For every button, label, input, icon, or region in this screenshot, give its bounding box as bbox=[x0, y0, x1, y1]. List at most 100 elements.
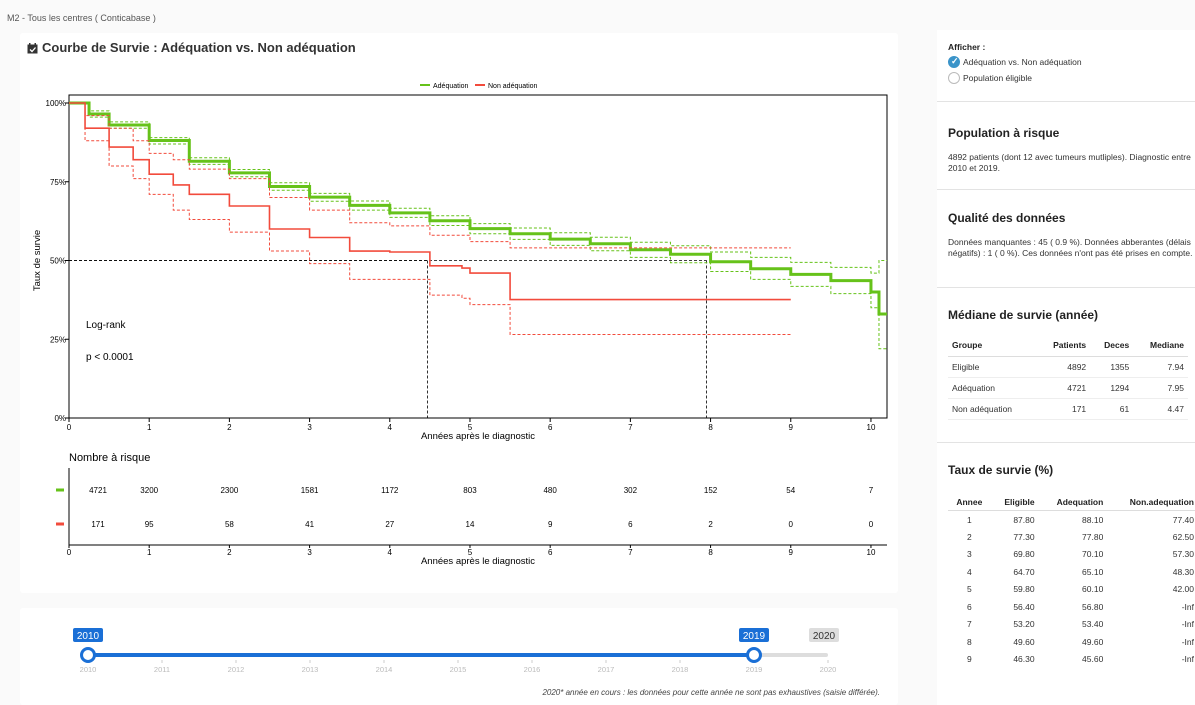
table-row: 5 59.80 60.10 42.00 bbox=[948, 581, 1195, 599]
slider-note: 2020* année en cours : les données pour … bbox=[542, 688, 880, 697]
slider-max-bubble bbox=[809, 628, 839, 642]
risk-x-tick-label: 10 bbox=[867, 548, 876, 557]
x-tick-label: 9 bbox=[789, 423, 794, 432]
median-header-cell: Mediane bbox=[1149, 340, 1184, 351]
slider-from-bubble bbox=[73, 628, 103, 642]
pvalue-label: p < 0.0001 bbox=[86, 352, 134, 363]
ci-lower-line bbox=[69, 102, 791, 336]
median-cell: 4892 bbox=[1067, 361, 1087, 372]
survival-curve-line bbox=[69, 102, 791, 301]
rate-cell: 56.80 bbox=[1082, 601, 1104, 612]
rate-cell: -Inf bbox=[1181, 654, 1194, 665]
survival-rate-table: Annee Eligible Adequation Non.adequation 1 8… bbox=[948, 493, 1195, 668]
x-tick-label: 0 bbox=[67, 423, 72, 432]
risk-x-tick-label: 9 bbox=[789, 548, 794, 557]
risk-x-tick-label: 4 bbox=[388, 548, 393, 557]
rate-title: Taux de survie (%) bbox=[948, 463, 1054, 477]
slider-tick-label: 2019 bbox=[746, 665, 763, 674]
slider-tick-label: 2016 bbox=[524, 665, 541, 674]
radio-population[interactable]: Population éligible bbox=[948, 72, 1032, 84]
year-range-slider[interactable]: 2010 2011 2012 2013 2014 2015 2016 2017 2018 2019… bbox=[0, 0, 900, 705]
median-cell: Eligible bbox=[952, 361, 980, 372]
slider-to-bubble-label: 2019 bbox=[743, 631, 766, 642]
rate-cell: -Inf bbox=[1181, 636, 1194, 647]
rate-header-cell: Adequation bbox=[1056, 496, 1104, 507]
risk-count: 0 bbox=[789, 520, 794, 529]
table-row: 4 64.70 65.10 48.30 bbox=[948, 563, 1195, 581]
breadcrumb: M2 - Tous les centres ( Conticabase ) bbox=[7, 13, 156, 23]
quality-block: Qualité des données Données manquantes :… bbox=[937, 190, 1195, 288]
risk-count: 95 bbox=[145, 520, 154, 529]
risk-count: 3200 bbox=[140, 486, 158, 495]
sidebar: Afficher : Adéquation vs. Non adéquation… bbox=[937, 30, 1195, 705]
chart-title-text: Courbe de Survie : Adéquation vs. Non ad… bbox=[42, 40, 356, 55]
risk-count: 0 bbox=[869, 520, 874, 529]
radio-unchecked-icon[interactable] bbox=[948, 72, 960, 84]
table-row: Eligible 4892 1355 7.94 bbox=[948, 356, 1188, 377]
median-header-cell: Groupe bbox=[952, 340, 983, 351]
rate-cell: 4 bbox=[966, 566, 972, 577]
table-row: 2 77.30 77.80 62.50 bbox=[948, 528, 1195, 546]
risk-x-tick-label: 3 bbox=[307, 548, 312, 557]
rate-cell: 6 bbox=[966, 601, 972, 612]
radio-adequation[interactable]: Adéquation vs. Non adéquation bbox=[948, 56, 1082, 68]
risk-count: 9 bbox=[548, 520, 553, 529]
rate-header-cell: Annee bbox=[956, 496, 983, 507]
risk-count: 171 bbox=[91, 520, 105, 529]
rate-cell: 64.70 bbox=[1013, 566, 1035, 577]
slider-to-bubble bbox=[739, 628, 769, 642]
chart-panel bbox=[20, 33, 898, 593]
median-header-cell: Patients bbox=[1053, 340, 1087, 351]
median-block: Médiane de survie (année) bbox=[937, 288, 1195, 443]
population-block: Population à risque 4892 patients (dont … bbox=[937, 102, 1195, 190]
slider-handle[interactable] bbox=[80, 647, 96, 663]
y-axis-label: Taux de survie bbox=[32, 230, 43, 291]
y-tick-label: 25% bbox=[50, 335, 66, 344]
rate-cell: 45.60 bbox=[1082, 654, 1104, 665]
risk-x-tick-label: 0 bbox=[67, 548, 72, 557]
rate-cell: 3 bbox=[966, 549, 972, 560]
calendar-check-icon bbox=[27, 42, 38, 54]
table-row: Non adéquation 171 61 4.47 bbox=[948, 398, 1188, 419]
rate-header-cell: Eligible bbox=[1004, 496, 1035, 507]
rate-cell: 7 bbox=[966, 619, 972, 630]
quality-title: Qualité des données bbox=[948, 211, 1066, 225]
population-title: Population à risque bbox=[948, 126, 1060, 140]
rate-cell: 88.10 bbox=[1082, 514, 1104, 525]
slider-tick-label: 2014 bbox=[376, 665, 393, 674]
population-text: 4892 patients (dont 12 avec tumeurs mutl… bbox=[948, 152, 1191, 173]
median-cell: 1355 bbox=[1110, 361, 1130, 372]
slider-tick-label: 2015 bbox=[450, 665, 467, 674]
x-axis-label: Années après le diagnostic bbox=[421, 431, 535, 442]
chart-title: Courbe de Survie : Adéquation vs. Non ad… bbox=[27, 40, 356, 55]
rate-cell: 65.10 bbox=[1082, 566, 1104, 577]
risk-x-tick-label: 1 bbox=[147, 548, 152, 557]
slider-handle[interactable] bbox=[746, 647, 762, 663]
risk-x-axis-label: Années après le diagnostic bbox=[421, 556, 535, 567]
risk-x-tick-label: 5 bbox=[468, 548, 473, 557]
risk-count: 7 bbox=[869, 486, 874, 495]
rate-cell: 57.30 bbox=[1172, 549, 1194, 560]
x-tick-label: 10 bbox=[867, 423, 876, 432]
y-tick-label: 50% bbox=[50, 257, 66, 266]
rate-cell: 62.50 bbox=[1172, 531, 1194, 542]
rate-cell: 49.60 bbox=[1082, 636, 1104, 647]
risk-count: 803 bbox=[463, 486, 477, 495]
risk-count: 58 bbox=[225, 520, 234, 529]
slider-tick-label: 2018 bbox=[672, 665, 689, 674]
rate-cell: 53.40 bbox=[1082, 619, 1104, 630]
rate-cell: 70.10 bbox=[1082, 549, 1104, 560]
rate-header-cell: Non.adequation bbox=[1129, 496, 1194, 507]
rate-cell: 60.10 bbox=[1082, 584, 1104, 595]
median-cell: 4721 bbox=[1067, 382, 1087, 393]
risk-count: 41 bbox=[305, 520, 314, 529]
rate-cell: 77.80 bbox=[1082, 531, 1104, 542]
radio-checked-icon[interactable] bbox=[948, 56, 960, 68]
legend-label: Non adéquation bbox=[488, 83, 538, 90]
risk-count: 27 bbox=[385, 520, 394, 529]
table-row: 6 56.40 56.80 -Inf bbox=[948, 598, 1195, 616]
median-cell: Adéquation bbox=[952, 382, 996, 393]
risk-count: 302 bbox=[624, 486, 638, 495]
chart-legend: Adéquation Non adéquation bbox=[420, 83, 538, 90]
rate-cell: 2 bbox=[966, 531, 972, 542]
